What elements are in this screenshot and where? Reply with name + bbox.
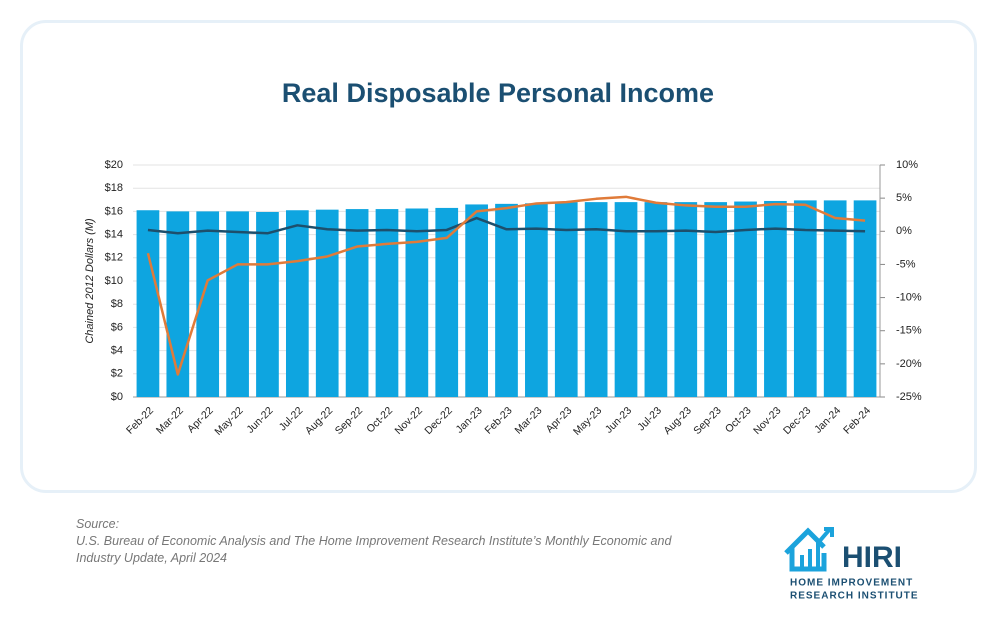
x-tick-label: Mar-23 <box>512 404 544 436</box>
y-tick-label: $20 <box>105 159 123 171</box>
source-label: Source: <box>76 517 120 531</box>
x-tick-label: Jul-22 <box>277 404 306 433</box>
logo-line: HOME IMPROVEMENT <box>790 578 913 589</box>
chart-card <box>20 20 977 493</box>
x-tick-label: Jun-22 <box>244 404 275 435</box>
x-tick-label: Sep-22 <box>333 404 366 437</box>
y-tick-label: $18 <box>105 182 123 194</box>
x-tick-label: Mar-22 <box>154 404 186 436</box>
y2-tick-label: 10% <box>896 159 918 171</box>
logo: HIRI HOME IMPROVEMENT RESEARCH INSTITUTE <box>784 527 919 602</box>
bar <box>196 211 220 397</box>
x-tick-label: Dec-22 <box>422 404 455 437</box>
x-tick-label: Sep-23 <box>691 404 724 437</box>
source: Source: U.S. Bureau of Economic Analysis… <box>76 516 676 567</box>
bar <box>465 204 488 397</box>
bar <box>554 202 578 397</box>
bar <box>525 203 548 397</box>
bar <box>853 200 877 397</box>
line <box>146 195 866 376</box>
y-tick-label: $8 <box>111 298 123 310</box>
chart-title: Real Disposable Personal Income <box>282 78 714 108</box>
y-tick-label: $6 <box>111 321 123 333</box>
bar <box>345 209 369 397</box>
x-tick-label: Apr-22 <box>185 404 216 435</box>
chart: Real Disposable Personal Income Chained … <box>84 78 922 438</box>
x-tick-label: Oct-22 <box>364 404 395 435</box>
x-tick-label: Nov-22 <box>393 404 426 437</box>
bar <box>285 210 309 397</box>
y-tick-label: $10 <box>105 275 123 287</box>
x-tick-label: Dec-23 <box>781 404 814 437</box>
logo-line: RESEARCH INSTITUTE <box>790 591 919 602</box>
bar <box>435 207 459 397</box>
bar <box>256 211 279 397</box>
bar <box>644 202 668 397</box>
logo-arrow <box>800 527 834 567</box>
bar <box>166 211 190 397</box>
bar <box>495 203 518 397</box>
x-tick-label: Oct-23 <box>723 404 754 435</box>
y2-tick-label: -15% <box>896 325 922 337</box>
x-tick-label: Feb-22 <box>124 404 156 436</box>
y2-tick-label: 0% <box>896 225 912 237</box>
bar <box>405 208 429 397</box>
x-tick-label: Feb-23 <box>483 404 515 436</box>
x-tick-label: Apr-23 <box>544 404 575 435</box>
x-tick-label: Jun-23 <box>603 404 634 435</box>
bar <box>614 202 638 397</box>
x-tick-label: May-22 <box>212 404 245 437</box>
source-text: U.S. Bureau of Economic Analysis and The… <box>76 534 672 565</box>
x-tick-label: Jan-24 <box>812 404 843 435</box>
bar <box>793 200 817 397</box>
x-tick-label: Jan-23 <box>454 404 485 435</box>
y-tick-label: $4 <box>111 345 123 357</box>
bar <box>136 210 160 397</box>
y-axis-label: Chained 2012 Dollars (M) <box>84 218 96 344</box>
y-tick-label: $2 <box>111 368 123 380</box>
x-tick-label: Feb-24 <box>841 404 873 436</box>
bar <box>734 201 757 397</box>
y-tick-label: $14 <box>105 229 123 241</box>
y-tick-label: $0 <box>111 391 123 403</box>
y2-tick-label: -10% <box>896 291 922 303</box>
x-tick-label: Aug-22 <box>303 404 336 437</box>
bar <box>584 202 608 397</box>
x-tick-label: May-23 <box>571 404 604 437</box>
bar <box>226 211 249 397</box>
x-tick-label: Aug-23 <box>661 404 694 437</box>
bar <box>315 209 339 397</box>
bar <box>764 200 787 397</box>
bar <box>823 200 847 397</box>
bar <box>704 202 728 397</box>
logo-name: HIRI <box>842 541 902 574</box>
y2-tick-label: 5% <box>896 192 912 204</box>
bar <box>674 202 698 397</box>
y2-tick-label: -5% <box>896 258 916 270</box>
bar <box>375 209 399 397</box>
line <box>147 216 866 235</box>
x-tick-label: Nov-23 <box>751 404 784 437</box>
y2-tick-label: -25% <box>896 391 922 403</box>
x-tick-label: Jul-23 <box>635 404 664 433</box>
y-tick-label: $16 <box>105 205 123 217</box>
y-tick-label: $12 <box>105 252 123 264</box>
y2-tick-label: -20% <box>896 358 922 370</box>
